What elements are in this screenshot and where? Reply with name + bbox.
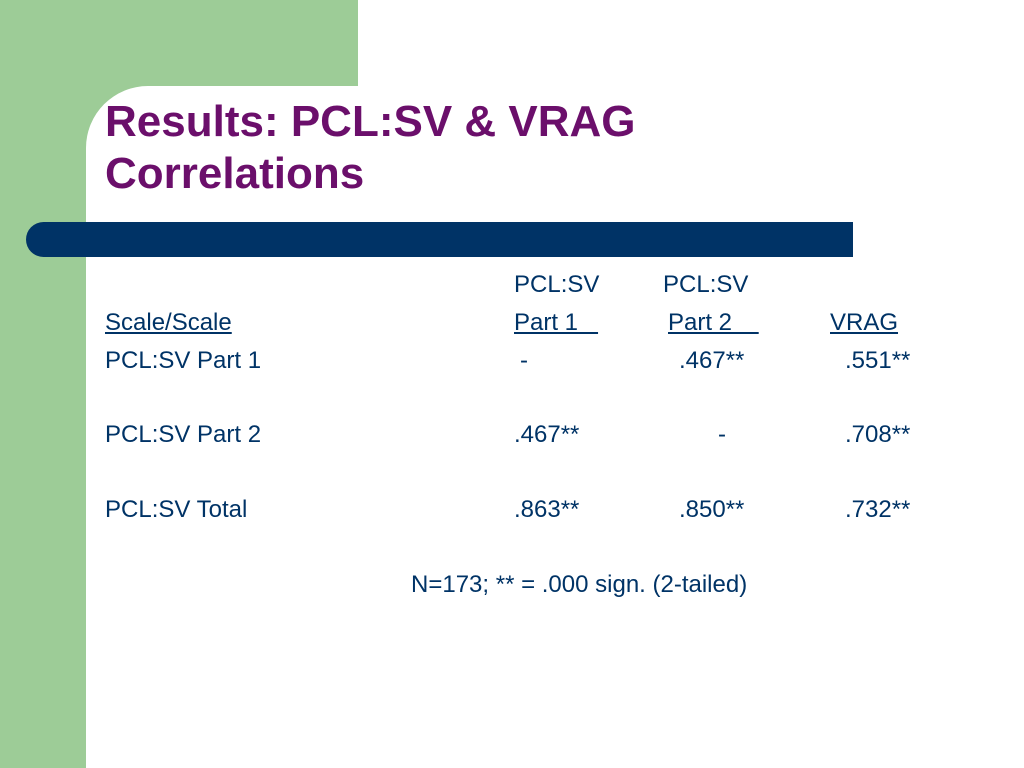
header-col2: Part 2 [668,309,759,336]
row-1-col2: .467** [679,347,745,374]
slide-title-line-1: Results: PCL:SV & VRAG [105,97,636,146]
row-2-col3: .708** [845,421,911,448]
row-2-col1: .467** [514,421,580,448]
row-3-col2: .850** [679,496,745,523]
slide-title: Results: PCL:SV & VRAG Correlations [105,96,825,200]
header-col3: VRAG [830,309,899,336]
row-3-label: PCL:SV Total [105,496,248,523]
row-1-col3: .551** [845,347,911,374]
title-divider-bar [26,222,853,257]
footnote: N=173; ** = .000 sign. (2-tailed) [411,571,748,598]
header-top-col1: PCL:SV [514,271,600,298]
row-1-label: PCL:SV Part 1 [105,347,262,374]
header-top-col2: PCL:SV [663,271,749,298]
row-2-col2: - [718,421,726,448]
slide-title-line-2: Correlations [105,149,365,198]
row-3-col3: .732** [845,496,911,523]
background-green-left-strip [0,0,86,768]
row-3-col1: .863** [514,496,580,523]
row-2-label: PCL:SV Part 2 [105,421,262,448]
header-row-label: Scale/Scale [105,309,232,336]
header-col1: Part 1 [514,309,599,336]
content-panel [86,86,1024,768]
row-1-col1: - [520,347,528,374]
